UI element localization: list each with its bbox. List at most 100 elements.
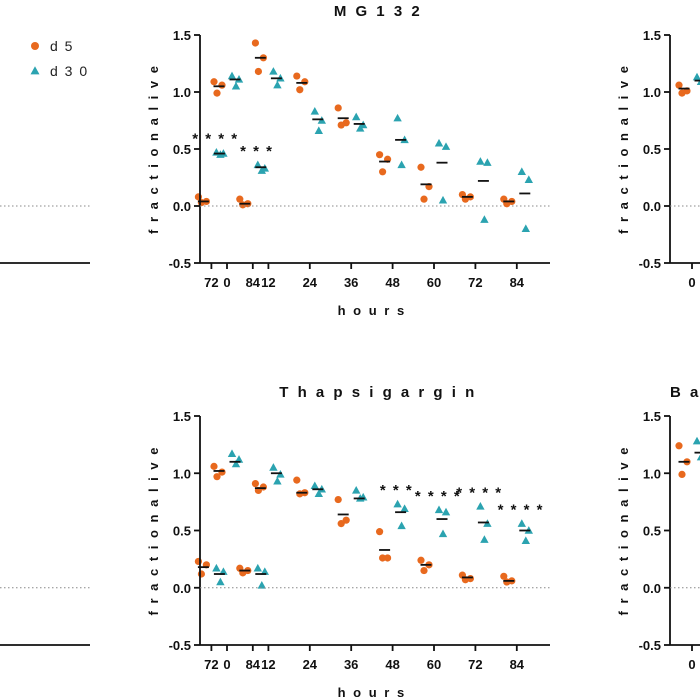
data-point-d30 xyxy=(314,126,323,134)
data-point-d5 xyxy=(417,556,425,564)
data-point-d30 xyxy=(441,142,451,150)
x-tick-label: 48 xyxy=(385,275,399,290)
data-point-d5 xyxy=(236,195,244,203)
data-point-d30 xyxy=(692,72,700,81)
data-point-d5 xyxy=(417,163,425,171)
data-point-d30 xyxy=(483,158,492,166)
data-point-d5 xyxy=(379,554,387,562)
panel-1: 72 84 * * * ** * * xyxy=(0,130,273,290)
panel-3: 1.5 1.0 0.5 0.0 -0.5 f r a c t i o n a l i v … xyxy=(616,28,700,290)
data-point-d30 xyxy=(441,507,451,516)
data-point-d5 xyxy=(301,78,309,86)
panel-6: B a f 1.5 1.0 0.5 0.0 -0.5 f r a c t i o n a l… xyxy=(616,384,700,672)
y-tick-label: 0.0 xyxy=(643,199,661,214)
y-tick-label: -0.5 xyxy=(639,256,661,271)
data-point-d30 xyxy=(517,519,526,527)
data-point-d30 xyxy=(260,567,269,575)
data-point-d30 xyxy=(438,195,448,204)
x-tick-label: 0 xyxy=(688,275,695,290)
data-point-d5 xyxy=(213,89,221,97)
data-point-d30 xyxy=(393,499,402,508)
data-point-d30 xyxy=(216,577,225,586)
x-tick-label: 72 xyxy=(468,275,482,290)
significance-label: * * * * xyxy=(415,488,461,505)
significance-label: * * * * xyxy=(192,130,238,147)
data-point-d30 xyxy=(253,563,262,572)
legend-marker-d30 xyxy=(30,66,40,75)
data-point-d30 xyxy=(310,106,319,115)
data-point-d30 xyxy=(356,124,365,132)
data-point-d5 xyxy=(376,528,384,536)
y-tick-label: 1.0 xyxy=(643,466,661,481)
y-tick-label: 0.5 xyxy=(643,142,661,157)
legend-marker-d5 xyxy=(31,42,39,50)
data-point-d5 xyxy=(251,479,259,488)
data-point-d30 xyxy=(517,167,526,175)
x-tick-label: 72 xyxy=(204,657,218,672)
data-point-d5 xyxy=(239,201,247,209)
y-tick-label: 0.5 xyxy=(643,524,661,539)
data-point-d30 xyxy=(476,157,485,165)
data-point-d30 xyxy=(480,215,489,223)
x-tick-label: 0 xyxy=(688,657,695,672)
data-point-d5 xyxy=(337,520,345,528)
x-tick-label: 0 xyxy=(223,275,230,290)
x-tick-label: 60 xyxy=(427,657,441,672)
data-point-d30 xyxy=(521,224,530,232)
data-point-d30 xyxy=(400,504,409,512)
panel-title: T h a p s i g a r g i n xyxy=(279,384,477,401)
data-point-d5 xyxy=(675,442,683,450)
data-point-d5 xyxy=(194,557,202,566)
significance-label: * * * * xyxy=(498,502,544,519)
data-point-d30 xyxy=(397,521,406,530)
y-tick-label: 1.0 xyxy=(643,85,661,100)
y-tick-label: 0.0 xyxy=(173,581,191,596)
x-tick-label: 48 xyxy=(385,657,399,672)
y-tick-label: 0.0 xyxy=(643,581,661,596)
data-point-d5 xyxy=(213,473,221,481)
x-tick-label: 72 xyxy=(204,275,218,290)
data-point-d5 xyxy=(503,578,511,586)
data-point-d5 xyxy=(296,490,304,498)
significance-label: * * * xyxy=(240,143,273,160)
x-tick-label: 72 xyxy=(468,657,482,672)
y-tick-label: 1.5 xyxy=(643,28,661,43)
x-tick-label: 84 xyxy=(510,275,525,290)
data-point-d30 xyxy=(234,455,244,463)
y-tick-label: 1.5 xyxy=(173,28,191,43)
data-point-d30 xyxy=(273,80,282,89)
data-point-d30 xyxy=(231,81,241,90)
panel-2: M G 1 3 2 1.5 1.0 0.5 0.0 -0.5 f r a c t i o n… xyxy=(146,3,550,318)
data-point-d5 xyxy=(296,86,304,94)
data-point-d30 xyxy=(692,436,700,445)
y-tick-label: -0.5 xyxy=(639,638,661,653)
data-point-d30 xyxy=(253,160,262,169)
y-axis-label: f r a c t i o n a l i v e xyxy=(616,446,631,616)
x-tick-label: 60 xyxy=(427,275,441,290)
data-point-d5 xyxy=(420,195,428,203)
significance-label: * * * xyxy=(380,482,413,499)
x-axis-label: h o u r s xyxy=(338,303,407,318)
data-point-d5 xyxy=(254,67,262,76)
data-point-d30 xyxy=(476,502,485,510)
panel-5: T h a p s i g a r g i n 1.5 1.0 0.5 0.0 -0.5 f… xyxy=(146,384,550,700)
y-axis-label: f r a c t i o n a l i v e xyxy=(146,446,161,616)
data-point-d30 xyxy=(696,454,700,461)
x-axis-label: h o u r s xyxy=(338,685,407,700)
data-point-d5 xyxy=(197,198,205,207)
y-tick-label: 1.0 xyxy=(173,85,191,100)
data-point-d30 xyxy=(434,138,444,147)
data-point-d30 xyxy=(314,489,323,498)
data-point-d30 xyxy=(269,463,278,471)
legend-label: d 3 0 xyxy=(50,63,89,79)
data-point-d30 xyxy=(393,113,402,122)
data-point-d30 xyxy=(352,486,361,494)
data-point-d30 xyxy=(227,449,237,457)
data-point-d5 xyxy=(293,72,301,80)
data-point-d5 xyxy=(337,121,345,129)
data-point-d5 xyxy=(678,470,686,478)
data-point-d5 xyxy=(210,78,218,86)
data-point-d5 xyxy=(210,462,218,470)
data-point-d30 xyxy=(434,505,444,514)
